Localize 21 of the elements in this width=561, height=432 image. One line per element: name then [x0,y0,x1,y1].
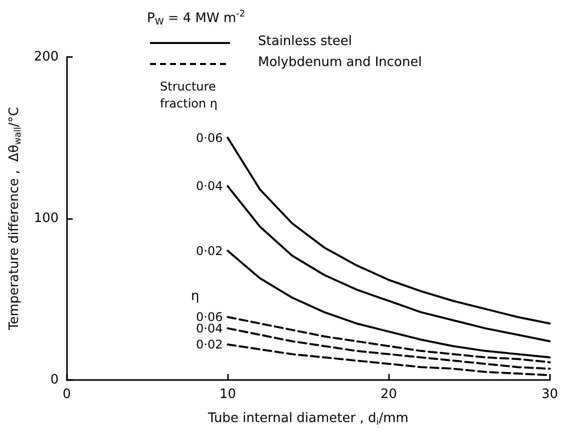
y-axis-title: Temperature difference , Δθwall/°C [7,107,24,331]
line-series [226,327,551,370]
text: Stainless steel [258,34,352,49]
line-series [226,316,551,364]
annotation: η [191,289,200,304]
annotation: Structure fraction η [160,80,220,110]
x-tick-label: 10 [219,387,236,402]
y-tick-label: 200 [34,50,59,64]
x-tick-label: 0 [62,387,71,402]
y-tick-label: 100 [34,211,59,226]
series-label: 0·06 [196,130,223,145]
line-series [226,185,551,342]
y-tick-label: 0 [50,372,59,388]
line-series [226,136,551,324]
series-label: 0·02 [196,337,223,352]
line-series [226,250,551,358]
x-tick-label: 20 [380,387,397,402]
series-label: 0·04 [196,179,223,194]
annotation: Molybdenum and Inconel [258,55,422,70]
series-label: 0·02 [196,244,223,258]
x-tick-label: 30 [541,387,558,402]
